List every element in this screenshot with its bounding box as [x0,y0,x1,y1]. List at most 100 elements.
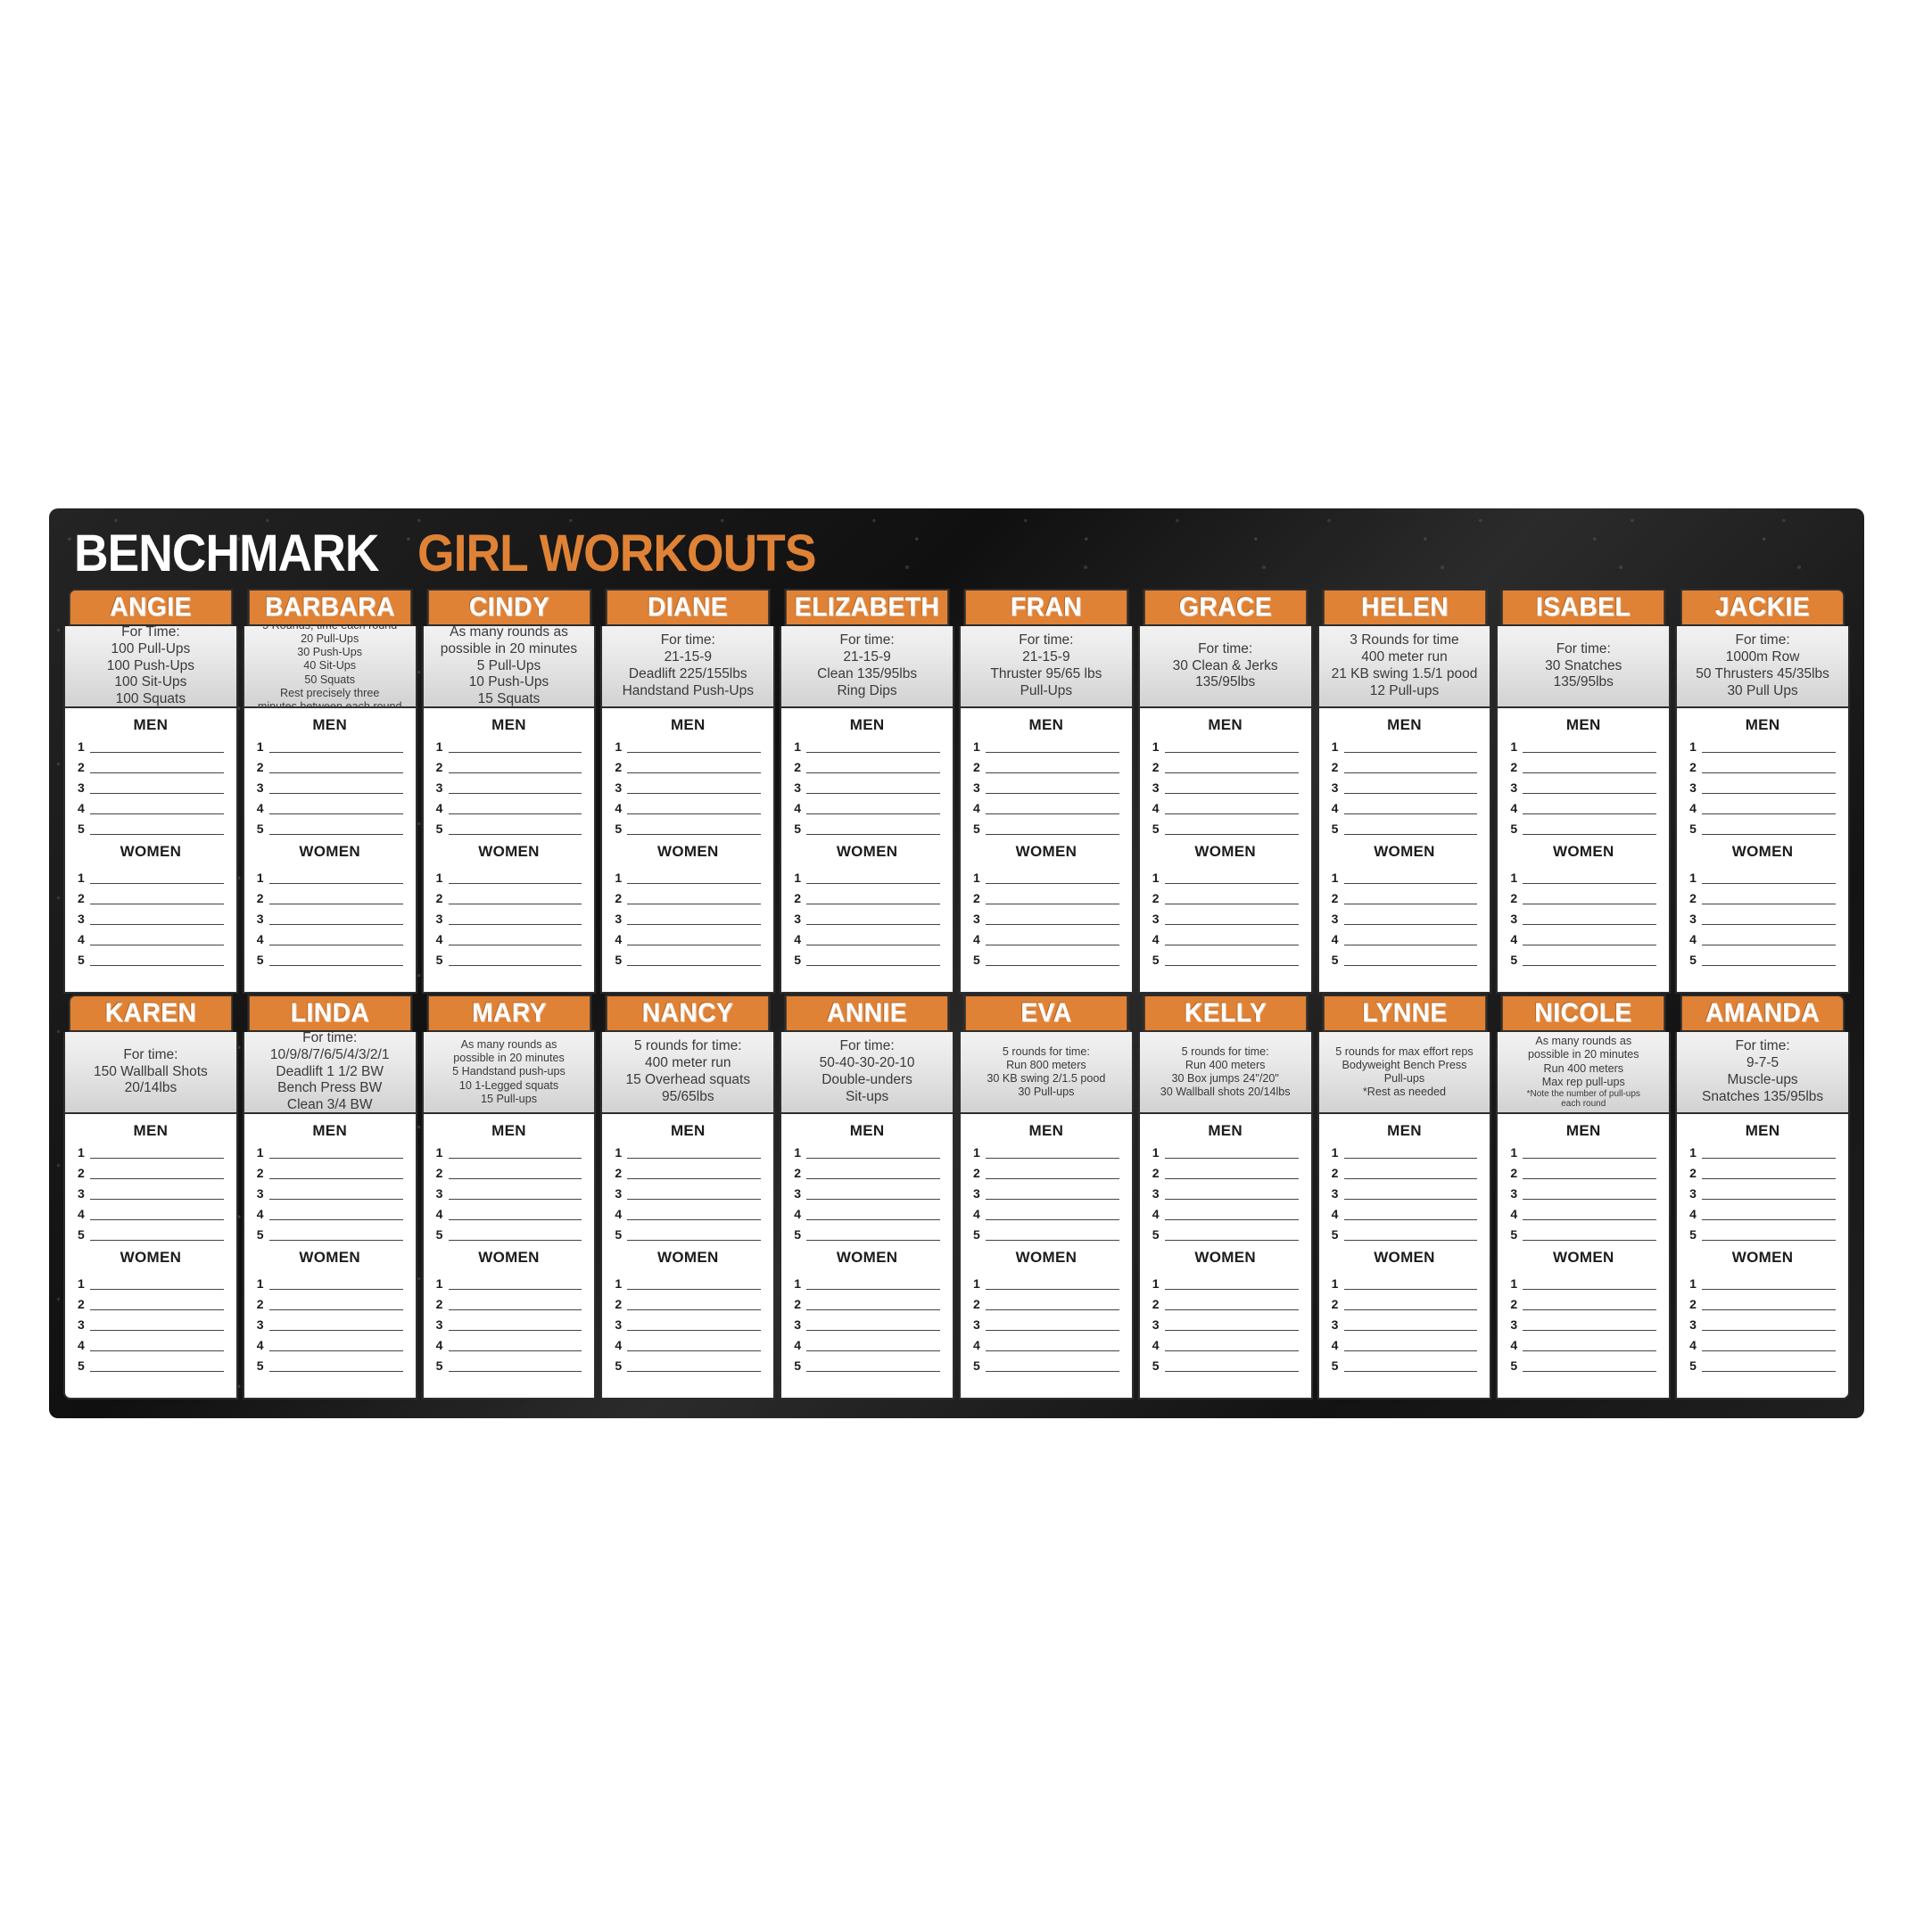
score-line-women-5[interactable]: 5 [794,954,940,966]
score-line-women-2[interactable]: 2 [1152,892,1299,904]
score-line-men-4[interactable]: 4 [615,802,762,814]
score-write-line[interactable] [1343,783,1478,794]
score-write-line[interactable] [448,873,582,884]
score-line-women-4[interactable]: 4 [436,933,582,945]
score-line-women-3[interactable]: 3 [1510,1318,1657,1331]
score-write-line[interactable] [806,1320,940,1331]
score-write-line[interactable] [268,935,403,945]
score-line-women-4[interactable]: 4 [1510,933,1657,945]
score-line-men-1[interactable]: 1 [615,740,762,753]
score-write-line[interactable] [1702,914,1836,925]
score-write-line[interactable] [1343,1189,1478,1200]
score-line-men-1[interactable]: 1 [615,1146,762,1159]
score-write-line[interactable] [1164,873,1299,884]
score-write-line[interactable] [1164,1168,1299,1179]
score-line-men-1[interactable]: 1 [78,1146,224,1159]
score-write-line[interactable] [1702,1189,1836,1200]
score-line-men-5[interactable]: 5 [794,1228,940,1241]
score-write-line[interactable] [1523,1320,1657,1331]
score-line-men-1[interactable]: 1 [973,1146,1119,1159]
score-write-line[interactable] [1523,1230,1657,1241]
score-line-women-5[interactable]: 5 [1510,1359,1657,1372]
score-write-line[interactable] [985,804,1119,814]
score-line-women-3[interactable]: 3 [1689,912,1836,925]
score-write-line[interactable] [806,935,940,945]
score-write-line[interactable] [268,1341,403,1351]
score-line-men-5[interactable]: 5 [1510,1228,1657,1241]
score-line-women-5[interactable]: 5 [1152,1359,1299,1372]
score-line-men-2[interactable]: 2 [1689,761,1836,773]
score-line-men-4[interactable]: 4 [436,802,582,814]
score-line-men-5[interactable]: 5 [257,1228,403,1241]
score-write-line[interactable] [1343,1168,1478,1179]
score-line-women-5[interactable]: 5 [436,954,582,966]
score-write-line[interactable] [90,1148,224,1159]
score-write-line[interactable] [1702,1148,1836,1159]
score-line-women-2[interactable]: 2 [257,892,403,904]
score-write-line[interactable] [1702,1320,1836,1331]
score-write-line[interactable] [448,1361,582,1372]
score-line-women-5[interactable]: 5 [1510,954,1657,966]
score-write-line[interactable] [1164,742,1299,753]
score-line-women-1[interactable]: 1 [1510,1277,1657,1290]
score-write-line[interactable] [448,914,582,925]
score-write-line[interactable] [627,1210,762,1220]
score-write-line[interactable] [90,935,224,945]
score-write-line[interactable] [806,1300,940,1310]
score-write-line[interactable] [627,1279,762,1290]
score-line-men-4[interactable]: 4 [1152,1208,1299,1220]
score-line-men-2[interactable]: 2 [257,761,403,773]
score-line-women-4[interactable]: 4 [257,1339,403,1351]
score-line-women-2[interactable]: 2 [615,1298,762,1310]
score-write-line[interactable] [448,824,582,835]
score-line-men-1[interactable]: 1 [1510,1146,1657,1159]
score-write-line[interactable] [806,914,940,925]
score-write-line[interactable] [90,763,224,773]
score-write-line[interactable] [1523,894,1657,904]
score-write-line[interactable] [268,1230,403,1241]
score-write-line[interactable] [448,1168,582,1179]
score-write-line[interactable] [1164,894,1299,904]
score-write-line[interactable] [1523,873,1657,884]
score-line-men-4[interactable]: 4 [257,1208,403,1220]
score-line-men-4[interactable]: 4 [794,1208,940,1220]
score-line-men-5[interactable]: 5 [615,1228,762,1241]
score-line-women-3[interactable]: 3 [1332,1318,1478,1331]
score-write-line[interactable] [627,763,762,773]
score-write-line[interactable] [448,935,582,945]
score-line-women-3[interactable]: 3 [1152,912,1299,925]
score-write-line[interactable] [1523,1279,1657,1290]
score-line-men-4[interactable]: 4 [1510,802,1657,814]
score-line-men-3[interactable]: 3 [78,1187,224,1200]
score-write-line[interactable] [1343,1230,1478,1241]
score-line-men-2[interactable]: 2 [615,761,762,773]
score-line-men-3[interactable]: 3 [1152,1187,1299,1200]
score-line-men-1[interactable]: 1 [436,740,582,753]
score-line-men-1[interactable]: 1 [1332,1146,1478,1159]
score-write-line[interactable] [448,894,582,904]
score-line-men-2[interactable]: 2 [257,1167,403,1179]
score-line-men-5[interactable]: 5 [1332,1228,1478,1241]
score-line-women-1[interactable]: 1 [1689,1277,1836,1290]
score-line-women-1[interactable]: 1 [436,1277,582,1290]
score-write-line[interactable] [1164,1230,1299,1241]
score-write-line[interactable] [627,804,762,814]
score-write-line[interactable] [1164,783,1299,794]
score-line-men-4[interactable]: 4 [973,802,1119,814]
score-line-women-4[interactable]: 4 [973,933,1119,945]
score-line-women-2[interactable]: 2 [615,892,762,904]
score-write-line[interactable] [448,1148,582,1159]
score-line-women-1[interactable]: 1 [615,871,762,884]
score-write-line[interactable] [806,1279,940,1290]
score-line-men-2[interactable]: 2 [1510,1167,1657,1179]
score-line-men-3[interactable]: 3 [973,1187,1119,1200]
score-write-line[interactable] [268,763,403,773]
score-line-men-3[interactable]: 3 [257,781,403,794]
score-write-line[interactable] [1523,763,1657,773]
score-line-men-3[interactable]: 3 [615,781,762,794]
score-line-men-2[interactable]: 2 [1510,761,1657,773]
score-write-line[interactable] [1343,955,1478,966]
score-line-women-5[interactable]: 5 [1332,954,1478,966]
score-write-line[interactable] [448,783,582,794]
score-line-men-2[interactable]: 2 [973,761,1119,773]
